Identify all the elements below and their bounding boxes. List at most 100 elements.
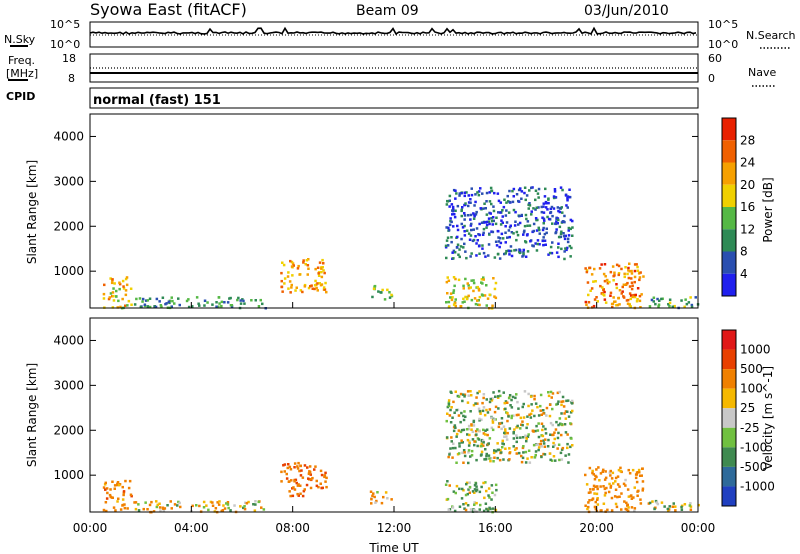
velocity-cell	[534, 402, 538, 405]
power-cell	[630, 277, 633, 280]
velocity-cell	[516, 424, 519, 428]
power-cell	[602, 288, 605, 291]
power-cell	[590, 306, 594, 309]
power-cell	[650, 298, 654, 302]
velocity-cell	[638, 471, 641, 474]
velocity-cell	[229, 509, 232, 512]
velocity-cell	[122, 491, 126, 494]
power-cell	[383, 298, 387, 301]
velocity-cell	[521, 456, 525, 460]
velocity-cell	[465, 482, 468, 486]
velocity-cell	[480, 442, 483, 446]
power-cell	[129, 287, 133, 290]
power-cell	[112, 287, 115, 290]
power-cell	[310, 284, 313, 287]
velocity-cell	[244, 501, 247, 504]
velocity-cell	[451, 416, 454, 419]
velocity-cell	[134, 501, 138, 504]
power-cell	[449, 217, 452, 220]
power-cell	[467, 287, 471, 290]
power-cell	[451, 251, 454, 254]
velocity-cell	[466, 390, 470, 393]
power-cell	[485, 200, 488, 203]
velocity-cell	[485, 398, 488, 401]
velocity-cell	[602, 485, 605, 488]
velocity-cell	[288, 480, 291, 483]
power-cell	[523, 224, 527, 228]
power-cell	[524, 240, 527, 243]
noise-sky-line	[89, 26, 697, 36]
power-cell	[502, 205, 506, 209]
velocity-cell	[481, 401, 484, 405]
power-cell	[687, 301, 691, 304]
velocity-cell	[223, 507, 227, 510]
power-cell	[197, 302, 200, 305]
power-cell	[522, 251, 525, 254]
velocity-cell	[533, 397, 536, 401]
power-cell	[471, 239, 475, 243]
velocity-cell	[596, 498, 599, 501]
noise-left-tick-top: 10^5	[50, 18, 80, 31]
power-cell	[469, 255, 472, 258]
velocity-cell	[549, 421, 553, 425]
velocity-colorbar-swatch	[722, 447, 736, 467]
velocity-cell	[116, 500, 119, 503]
power-cell	[623, 272, 626, 276]
velocity-cell	[526, 435, 530, 438]
velocity-cell	[560, 400, 563, 403]
power-cell	[552, 207, 556, 210]
velocity-cell	[584, 473, 587, 477]
velocity-cell	[588, 499, 591, 502]
power-cell	[496, 253, 500, 256]
power-cell	[557, 209, 560, 213]
power-cell	[512, 232, 515, 235]
velocity-cell	[482, 509, 486, 513]
velocity-cell	[565, 399, 568, 403]
velocity-cell	[449, 447, 452, 450]
velocity-cell	[484, 502, 488, 505]
velocity-cell	[488, 496, 491, 499]
date-title: 03/Jun/2010	[584, 3, 669, 19]
power-cell	[635, 263, 638, 266]
power-cell	[490, 217, 493, 220]
velocity-cell	[556, 391, 560, 395]
velocity-cell	[557, 423, 560, 427]
velocity-cell	[640, 474, 643, 477]
velocity-cell	[472, 403, 476, 407]
power-cell	[528, 224, 532, 227]
velocity-cell	[505, 435, 508, 438]
velocity-cell	[556, 402, 559, 406]
velocity-cell	[641, 487, 645, 490]
power-cell	[563, 214, 566, 218]
velocity-cell	[689, 502, 692, 505]
power-cell	[549, 245, 553, 249]
velocity-cell	[293, 466, 296, 469]
power-cell	[178, 303, 181, 307]
velocity-cell	[561, 395, 565, 399]
velocity-cell	[526, 457, 529, 460]
velocity-cell	[469, 455, 472, 458]
velocity-cell	[130, 494, 133, 498]
power-cell	[482, 221, 485, 224]
velocity-cell	[102, 486, 106, 489]
velocity-cell	[148, 503, 152, 507]
power-cell	[307, 286, 311, 290]
power-cell	[130, 303, 133, 306]
velocity-cell	[467, 394, 470, 397]
power-cell	[102, 292, 106, 296]
velocity-cell	[482, 432, 486, 435]
power-cell	[566, 237, 570, 241]
power-cell	[456, 224, 459, 228]
velocity-cell	[471, 430, 475, 433]
power-cell	[446, 276, 449, 279]
velocity-cell	[489, 457, 493, 460]
power-cell	[318, 261, 322, 264]
velocity-cell	[457, 452, 461, 455]
power-cell	[535, 218, 538, 222]
power-cell	[490, 189, 493, 193]
velocity-cell	[299, 492, 302, 495]
power-cell	[630, 287, 634, 291]
velocity-cell	[370, 502, 373, 505]
power-cell	[636, 269, 640, 272]
velocity-cell	[474, 429, 478, 433]
